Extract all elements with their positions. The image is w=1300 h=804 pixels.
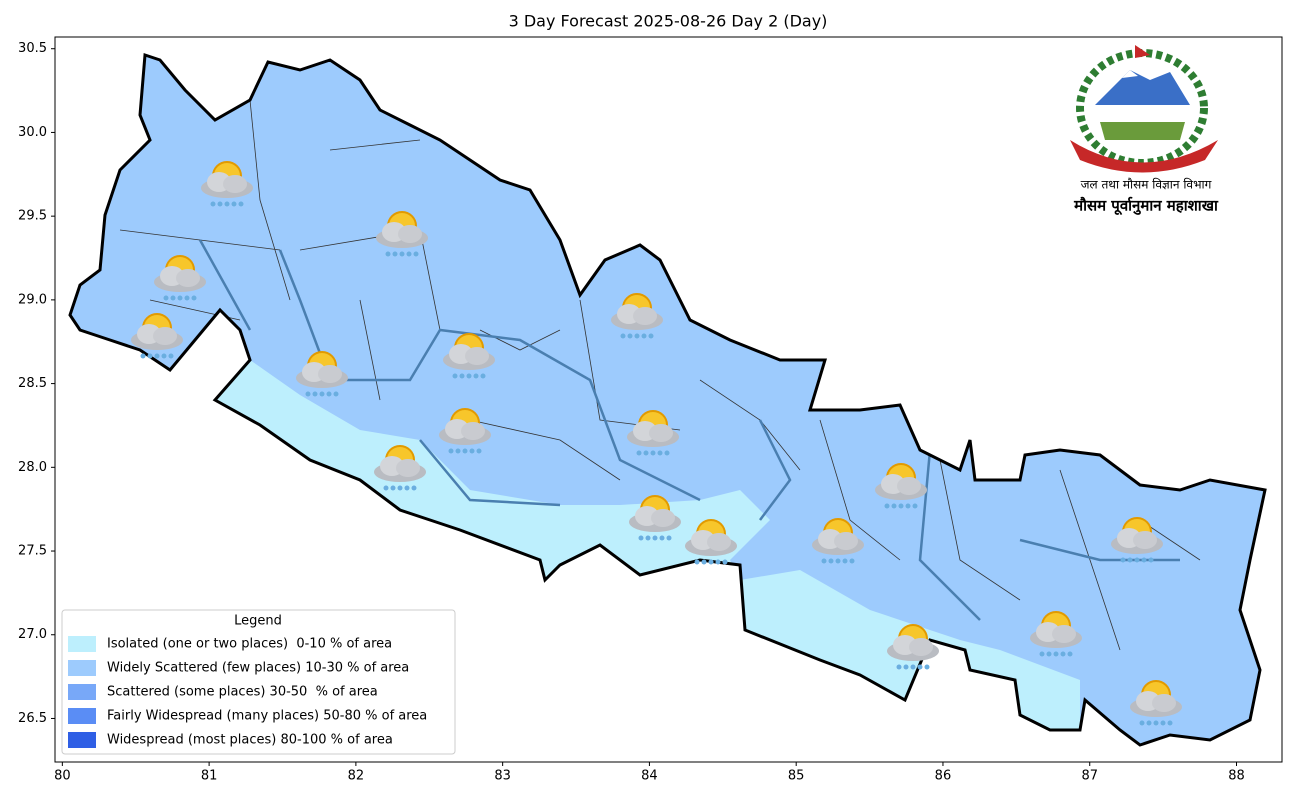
x-tick-label: 84 xyxy=(641,769,658,784)
y-tick-label: 27.5 xyxy=(18,544,47,559)
legend-label: Scattered (some places) 30-50 % of area xyxy=(107,685,378,700)
y-tick-label: 29.0 xyxy=(18,292,47,307)
y-tick-label: 27.0 xyxy=(18,627,47,642)
district-lines xyxy=(119,99,1201,651)
y-tick-label: 28.0 xyxy=(18,460,47,475)
legend: Legend Isolated (one or two places) 0-10… xyxy=(61,609,456,755)
legend-title: Legend xyxy=(234,614,282,629)
legend-box xyxy=(61,609,456,755)
y-tick-label: 29.5 xyxy=(18,209,47,224)
legend-swatch xyxy=(68,732,96,748)
org-division: मौसम पूर्वानुमान महाशाखा xyxy=(1073,197,1219,216)
x-tick-label: 83 xyxy=(494,769,511,784)
y-tick-label: 28.5 xyxy=(18,376,47,391)
x-tick-label: 82 xyxy=(348,769,365,784)
x-tick-label: 80 xyxy=(54,769,71,784)
y-tick-label: 30.5 xyxy=(18,41,47,56)
legend-label: Fairly Widespread (many places) 50-80 % … xyxy=(107,709,427,724)
x-tick-label: 87 xyxy=(1081,769,1098,784)
chart-title: 3 Day Forecast 2025-08-26 Day 2 (Day) xyxy=(509,12,828,31)
legend-label: Isolated (one or two places) 0-10 % of a… xyxy=(107,637,392,652)
y-tick-label: 30.0 xyxy=(18,125,47,140)
legend-swatch xyxy=(68,636,96,652)
legend-swatch xyxy=(68,708,96,724)
legend-swatch xyxy=(68,660,96,676)
legend-swatch xyxy=(68,684,96,700)
x-tick-label: 86 xyxy=(935,769,952,784)
emblem xyxy=(1070,45,1218,173)
org-name: जल तथा मौसम विज्ञान विभाग xyxy=(1081,178,1212,192)
x-tick-label: 85 xyxy=(788,769,805,784)
legend-label: Widely Scattered (few places) 10-30 % of… xyxy=(107,661,409,676)
x-tick-label: 88 xyxy=(1228,769,1245,784)
axes-frame xyxy=(54,36,1283,763)
x-tick-label: 81 xyxy=(201,769,218,784)
legend-label: Widespread (most places) 80-100 % of are… xyxy=(107,733,393,748)
y-tick-label: 26.5 xyxy=(18,711,47,726)
